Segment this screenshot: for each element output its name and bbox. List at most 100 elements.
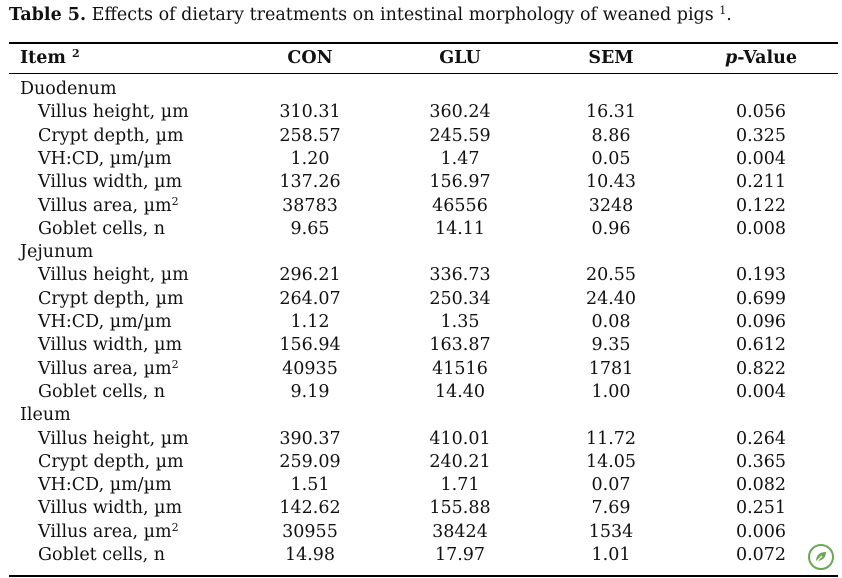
table-row: Villus width, µm 137.26 156.97 10.43 0.211 [0,171,842,194]
table-row: Crypt depth, µm 259.09 240.21 14.05 0.365 [0,451,842,474]
row-item: Villus area, µm2 [38,195,179,218]
cell-sem: 20.55 [585,265,637,286]
cell-p-value: 0.056 [735,102,787,123]
cell-con: 296.21 [279,265,341,286]
table-row: VH:CD, µm/µm 1.51 1.71 0.07 0.082 [0,474,842,497]
row-item: Crypt depth, µm [38,451,184,474]
row-item: Villus height, µm [38,264,189,287]
table-row: Villus height, µm 310.31 360.24 16.31 0.056 [0,101,842,124]
row-item-label: Goblet cells, n [38,381,165,402]
row-item: Villus width, µm [38,334,182,357]
header-item: Item 2 [20,47,80,70]
cell-con: 40935 [282,358,338,379]
cell-con: 137.26 [279,172,341,193]
cell-glu: 240.21 [429,451,491,472]
cell-sem: 8.86 [591,125,631,146]
row-item-label: Villus area, µm [38,358,172,379]
cell-con: 156.94 [279,335,341,356]
row-item: Villus height, µm [38,101,189,124]
row-item: VH:CD, µm/µm [38,474,172,497]
cell-sem: 0.05 [591,148,631,169]
table-row: Goblet cells, n 9.19 14.40 1.00 0.004 [0,381,842,404]
header-sem: SEM [588,48,634,68]
header-p-italic: p [724,48,738,68]
header-p-rest: -Value [737,48,798,68]
table-row: VH:CD, µm/µm 1.20 1.47 0.05 0.004 [0,148,842,171]
row-item: Villus width, µm [38,497,182,520]
group-name: Jejunum [20,242,94,263]
cell-p-value: 0.004 [735,148,787,169]
row-item-label: Villus area, µm [38,195,172,216]
cell-sem: 1534 [588,521,634,542]
cell-p-value: 0.008 [735,218,787,239]
cell-con: 1.12 [290,312,330,332]
cell-sem: 24.40 [585,288,637,309]
group-row: Duodenum [0,78,842,101]
row-item-label: Goblet cells, n [38,218,165,239]
row-item-label: VH:CD, µm/µm [38,148,172,169]
cell-p-value: 0.264 [735,428,787,449]
cell-p-value: 0.122 [735,195,787,216]
cell-sem: 0.08 [591,312,631,332]
row-item-label: Villus width, µm [38,335,183,356]
leaf-logo-icon [808,544,834,570]
header-item-label: Item [20,48,73,68]
row-item: Crypt depth, µm [38,125,184,148]
cell-p-value: 0.004 [735,381,787,402]
cell-con: 310.31 [279,102,341,123]
group-row: Ileum [0,404,842,427]
table-row: Villus width, µm 156.94 163.87 9.35 0.612 [0,334,842,357]
header-p-value: p-Value [711,47,811,70]
table-row: Villus width, µm 142.62 155.88 7.69 0.251 [0,497,842,520]
table-row: Crypt depth, µm 264.07 250.34 24.40 0.699 [0,288,842,311]
cell-glu: 155.88 [429,498,491,519]
row-item: Crypt depth, µm [38,288,184,311]
row-item: Goblet cells, n [38,381,165,404]
table-header: Item 2 CON GLU SEM p-Value [0,47,842,70]
cell-sem: 1781 [588,358,634,379]
row-item: Villus area, µm2 [38,358,179,381]
cell-glu: 1.71 [440,475,480,496]
header-glu: GLU [439,48,481,68]
header-con: CON [287,48,333,68]
cell-glu: 360.24 [429,102,491,123]
table-row: Villus height, µm 390.37 410.01 11.72 0.264 [0,428,842,451]
cell-glu: 38424 [432,521,488,542]
cell-con: 1.51 [290,475,330,496]
cell-sem: 3248 [588,195,634,216]
cell-p-value: 0.325 [735,125,787,146]
row-item-label: VH:CD, µm/µm [38,475,172,496]
cell-glu: 14.11 [434,218,486,239]
table-row: Goblet cells, n 9.65 14.11 0.96 0.008 [0,218,842,241]
cell-sem: 0.96 [591,218,631,239]
top-rule [9,42,838,44]
cell-glu: 14.40 [434,381,486,402]
row-item: Goblet cells, n [38,218,165,241]
row-item-label: Goblet cells, n [38,545,165,565]
group-row: Jejunum [0,241,842,264]
cell-glu: 46556 [432,195,488,216]
caption-period: . [726,5,732,25]
row-item: Villus height, µm [38,428,189,451]
cell-p-value: 0.699 [735,288,787,309]
cell-glu: 336.73 [429,265,491,286]
cell-p-value: 0.096 [735,312,787,332]
table-row: Villus area, µm2 30955 38424 1534 0.006 [0,521,842,544]
cell-p-value: 0.193 [735,265,787,286]
row-item-superscript: 2 [171,357,179,371]
cell-glu: 1.35 [440,312,480,332]
cell-sem: 0.07 [591,475,631,496]
row-item-label: Villus height, µm [38,428,189,449]
row-item-label: VH:CD, µm/µm [38,312,172,332]
cell-glu: 250.34 [429,288,491,309]
row-item-superscript: 2 [171,194,179,208]
row-item-superscript: 2 [171,520,179,534]
table-caption: Table 5. Effects of dietary treatments o… [9,3,839,27]
table-label: Table 5. [9,5,87,25]
cell-p-value: 0.612 [735,335,787,356]
cell-p-value: 0.211 [735,172,787,193]
leaf-logo-graphic [815,552,826,563]
row-item: Goblet cells, n [38,544,165,567]
row-item-label: Crypt depth, µm [38,125,184,146]
cell-con: 142.62 [279,498,341,519]
